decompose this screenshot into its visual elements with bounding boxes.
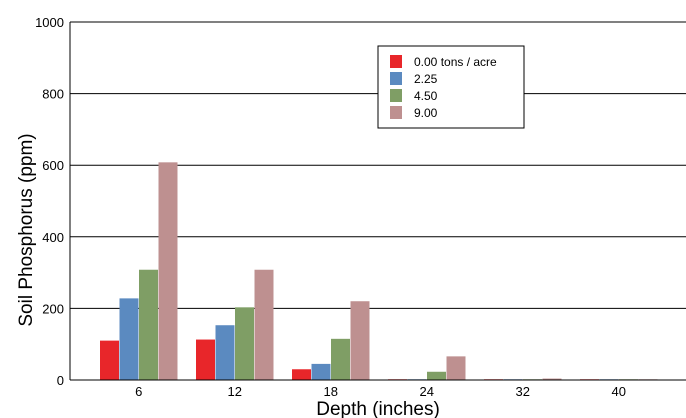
bar bbox=[158, 162, 178, 380]
bar bbox=[350, 301, 370, 380]
legend-label: 9.00 bbox=[414, 106, 438, 120]
bar bbox=[196, 339, 215, 380]
legend-swatch bbox=[390, 72, 402, 85]
y-tick-label: 600 bbox=[42, 158, 64, 173]
x-tick-label: 6 bbox=[135, 384, 142, 399]
y-tick-label: 400 bbox=[42, 230, 64, 245]
axes bbox=[69, 22, 686, 381]
legend-swatch bbox=[390, 89, 402, 102]
legend-label: 0.00 tons / acre bbox=[414, 55, 497, 69]
y-tick-label: 800 bbox=[42, 87, 64, 102]
x-tick-label: 32 bbox=[516, 384, 530, 399]
bar bbox=[446, 356, 466, 380]
legend: 0.00 tons / acre 2.25 4.50 9.00 bbox=[377, 45, 525, 129]
bars bbox=[100, 162, 658, 380]
y-tick-label: 200 bbox=[42, 301, 64, 316]
y-axis-title: Soil Phosphorus (ppm) bbox=[16, 133, 37, 326]
x-tick-label: 40 bbox=[612, 384, 626, 399]
legend-label: 4.50 bbox=[414, 89, 438, 103]
bar bbox=[254, 269, 274, 380]
bar bbox=[331, 338, 350, 380]
x-tick-label: 24 bbox=[420, 384, 434, 399]
bar bbox=[100, 340, 119, 380]
y-tick-label: 0 bbox=[57, 373, 64, 388]
legend-swatch bbox=[390, 55, 402, 68]
x-tick-label: 18 bbox=[324, 384, 338, 399]
bar bbox=[235, 307, 254, 380]
y-tick-label: 1000 bbox=[35, 15, 64, 30]
bar bbox=[119, 298, 139, 380]
bar bbox=[292, 369, 311, 380]
x-tick-label: 12 bbox=[228, 384, 242, 399]
bar bbox=[542, 378, 562, 380]
legend-swatch bbox=[390, 106, 402, 119]
bar bbox=[427, 371, 446, 380]
bar bbox=[215, 325, 235, 380]
y-tick-labels: 0 200 400 600 800 1000 bbox=[35, 15, 64, 388]
legend-box bbox=[377, 45, 525, 129]
x-axis-title: Depth (inches) bbox=[316, 399, 440, 418]
bar bbox=[311, 363, 331, 380]
bar bbox=[139, 269, 158, 380]
x-tick-labels: 6 12 18 24 32 40 bbox=[135, 384, 626, 399]
legend-label: 2.25 bbox=[414, 72, 438, 86]
